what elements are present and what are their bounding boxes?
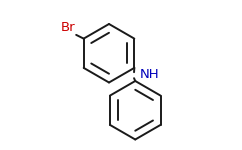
Text: Br: Br <box>61 21 76 34</box>
Text: NH: NH <box>139 68 159 81</box>
